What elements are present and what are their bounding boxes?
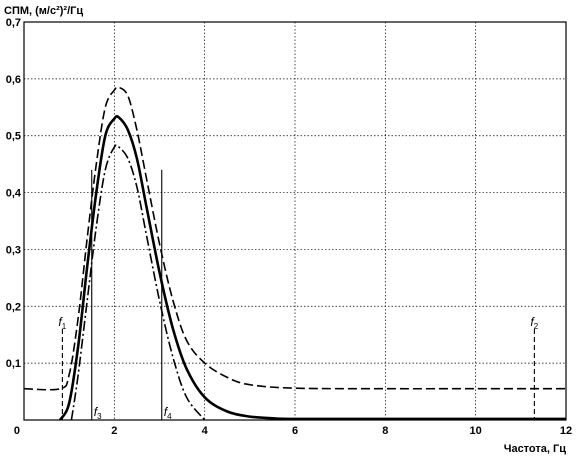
x-tick-label: 12: [560, 425, 572, 437]
series-line-solid: [58, 114, 566, 421]
y-tick-label: 0,1: [6, 358, 21, 370]
marker-label-f2: f2: [530, 315, 538, 331]
tick-labels: 0 2 4 6 8 10 12 0,1 0,2 0,3 0,4 0,5 0,6 0,7: [6, 17, 572, 437]
x-tick-label: 0: [14, 425, 20, 437]
x-tick-label: 10: [470, 425, 482, 437]
y-tick-label: 0,4: [6, 188, 22, 200]
series-line-dashed: [23, 86, 566, 391]
y-tick-label: 0,6: [6, 74, 21, 86]
marker-label-f4: f4: [164, 405, 172, 421]
marker-label-f3: f3: [94, 405, 102, 421]
y-axis-title: СПМ, (м/с²)²/Гц: [4, 5, 83, 17]
x-tick-label: 6: [292, 425, 298, 437]
frequency-markers: f1 f3 f4 f2: [58, 169, 539, 421]
x-tick-label: 8: [382, 425, 388, 437]
y-tick-label: 0,2: [6, 301, 21, 313]
y-tick-label: 0,3: [6, 244, 21, 256]
y-tick-label: 0,5: [6, 131, 21, 143]
series-line-dash-dot: [70, 144, 206, 421]
y-tick-label: 0,7: [6, 17, 21, 29]
plot-frame: [23, 21, 567, 421]
x-tick-label: 2: [111, 425, 117, 437]
marker-label-f1: f1: [58, 315, 66, 331]
x-tick-label: 4: [202, 425, 209, 437]
grid: [24, 22, 566, 420]
x-axis-title: Частота, Гц: [504, 443, 567, 455]
